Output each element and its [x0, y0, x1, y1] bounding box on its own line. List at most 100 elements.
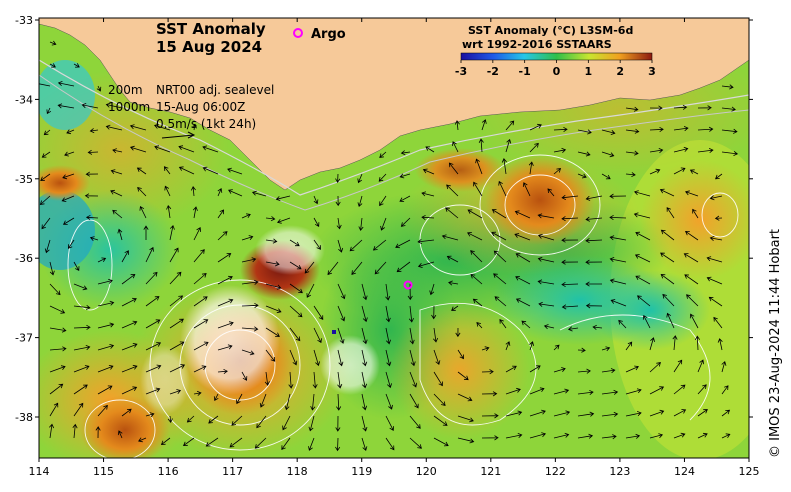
current-arrow — [553, 432, 570, 439]
colorbar-tick-label: -1 — [519, 65, 531, 78]
current-arrow — [178, 145, 195, 153]
current-arrow — [448, 280, 459, 286]
current-arrow — [493, 250, 507, 263]
current-arrow — [73, 63, 80, 68]
current-arrow — [585, 281, 602, 287]
current-arrow — [97, 344, 115, 351]
current-arrow — [529, 387, 545, 395]
current-arrow — [213, 393, 219, 402]
current-arrow — [73, 261, 80, 272]
current-arrow — [372, 239, 387, 251]
current-arrow — [121, 386, 138, 395]
current-arrow — [457, 349, 464, 360]
current-arrow — [289, 305, 303, 318]
current-arrow — [193, 390, 202, 396]
depth-label-1000m: 1000m — [108, 100, 150, 114]
current-arrow — [67, 239, 75, 249]
current-arrow — [169, 341, 185, 351]
current-arrow — [95, 426, 101, 439]
current-arrow — [457, 437, 475, 444]
current-arrow — [112, 209, 123, 219]
current-arrow — [407, 283, 413, 301]
current-arrow — [48, 423, 55, 439]
current-arrow — [417, 261, 435, 268]
current-arrow — [706, 276, 723, 285]
current-arrow — [85, 171, 99, 177]
current-arrow — [625, 433, 641, 439]
current-arrow — [73, 324, 91, 330]
current-arrow — [610, 299, 627, 307]
current-arrow — [66, 129, 75, 135]
current-arrow — [529, 123, 542, 131]
current-arrow — [193, 227, 201, 241]
current-arrow — [697, 126, 714, 132]
current-arrow — [96, 85, 102, 92]
current-arrow — [649, 126, 664, 133]
current-arrow — [396, 261, 411, 273]
current-arrow — [470, 274, 483, 285]
current-arrow — [361, 283, 368, 301]
current-arrow — [505, 410, 523, 417]
current-arrow — [136, 167, 147, 175]
current-arrow — [666, 312, 675, 329]
current-arrow — [399, 173, 411, 179]
current-arrow — [577, 389, 594, 396]
current-arrow — [494, 296, 507, 307]
current-arrow — [633, 190, 651, 197]
current-arrow — [417, 238, 435, 245]
current-arrow — [241, 326, 259, 332]
current-arrow — [97, 365, 114, 373]
current-arrow — [169, 271, 182, 285]
current-arrow — [308, 437, 315, 451]
current-arrow — [163, 166, 171, 175]
current-arrow — [409, 437, 422, 449]
current-arrow — [49, 261, 55, 276]
colorbar-tick-label: 0 — [553, 65, 561, 78]
current-arrow — [385, 349, 392, 367]
current-arrow — [217, 321, 234, 329]
longitude-axis: 114 115 116 117 118 119 120 121 122 123 124 125 — [29, 18, 760, 478]
current-arrow — [167, 415, 173, 423]
current-arrow — [505, 365, 517, 373]
current-arrow — [673, 146, 689, 153]
current-arrow — [561, 304, 579, 310]
current-arrow — [385, 305, 391, 323]
current-arrow — [408, 305, 414, 323]
current-arrow — [49, 365, 66, 373]
current-arrow — [609, 278, 627, 285]
current-arrow — [313, 349, 320, 367]
current-arrow — [145, 364, 162, 373]
current-arrow — [241, 302, 259, 309]
current-arrow — [684, 190, 699, 197]
current-arrow — [625, 341, 633, 351]
plot-frame — [38, 17, 750, 459]
current-arrow — [227, 167, 243, 175]
current-arrow — [49, 346, 67, 352]
depth-label-200m: 200m — [108, 83, 143, 97]
current-arrow — [193, 272, 207, 285]
current-arrow — [129, 124, 147, 131]
current-arrow — [429, 283, 435, 296]
current-arrow — [337, 349, 344, 367]
current-arrow — [537, 256, 555, 263]
current-arrow — [529, 142, 539, 153]
current-arrow — [609, 193, 627, 199]
current-arrow — [193, 319, 209, 329]
current-arrow — [97, 257, 107, 263]
colorbar-title-2: wrt 1992-2016 SSTAARS — [462, 38, 612, 51]
current-arrow — [493, 273, 507, 285]
current-arrow — [553, 147, 567, 153]
current-arrow — [289, 239, 300, 247]
current-arrow — [706, 256, 723, 263]
current-arrow — [577, 411, 595, 417]
current-arrow — [145, 246, 154, 263]
current-arrow — [689, 313, 699, 329]
argo-legend-label: Argo — [311, 27, 346, 42]
current-arrow — [289, 327, 301, 342]
current-arrow — [137, 186, 147, 197]
current-arrow — [686, 294, 699, 307]
current-arrow — [561, 216, 579, 222]
current-arrow — [609, 257, 627, 263]
current-arrow — [265, 349, 276, 362]
current-arrow — [553, 367, 566, 373]
